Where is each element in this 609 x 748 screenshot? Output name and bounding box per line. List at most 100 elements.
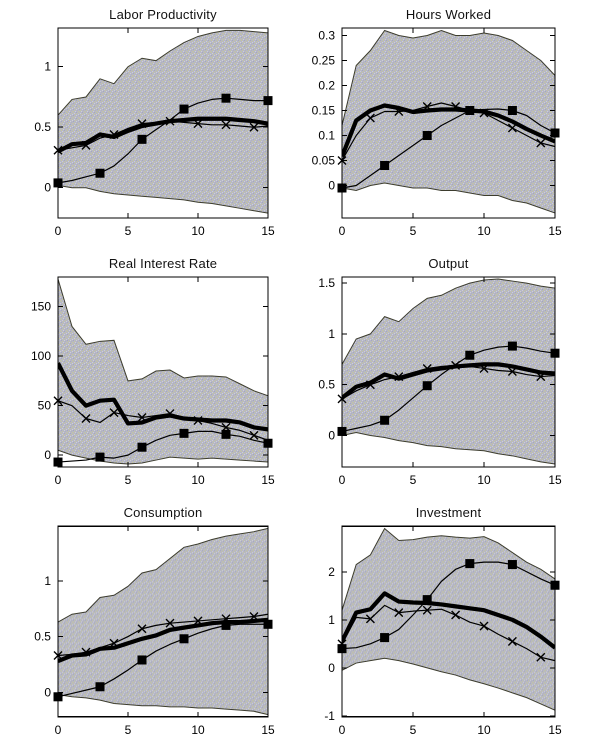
subplot-hours-worked: Hours Worked 0 5 10 15 0 0.05 0.1 0.15 0.2 0.25 0.… <box>304 0 609 249</box>
chart-title: Real Interest Rate <box>108 256 218 271</box>
x-marker <box>365 614 375 624</box>
x-marker <box>536 652 546 662</box>
x-marker <box>394 608 404 618</box>
x-tick-label: 10 <box>477 473 491 487</box>
axis-box <box>341 525 556 718</box>
x-marker <box>193 415 203 425</box>
y-tick-label: 0.3 <box>318 29 335 43</box>
square-marker <box>221 429 231 439</box>
y-tick-label: 1.5 <box>318 276 335 290</box>
square-marker <box>380 415 390 425</box>
confidence-band <box>58 527 268 716</box>
confidence-band <box>58 278 268 465</box>
square-marker <box>465 106 475 115</box>
x-marker <box>394 107 404 116</box>
x-marker <box>249 122 259 132</box>
confidence-band <box>342 527 555 711</box>
x-marker-series-line <box>342 604 555 662</box>
axis-box <box>341 276 556 468</box>
x-marker <box>479 363 489 373</box>
y-tick-label: 0.05 <box>312 154 336 168</box>
chart-title: Output <box>428 256 469 271</box>
median-line <box>58 362 268 432</box>
x-marker <box>137 119 147 129</box>
square-marker <box>179 104 189 114</box>
x-tick-label: 5 <box>410 723 417 737</box>
subplot-consumption: Consumption 0 5 10 15 0 0.5 1 <box>0 498 304 748</box>
x-marker <box>165 116 175 126</box>
x-tick-label: 10 <box>191 723 205 737</box>
x-marker <box>507 636 517 646</box>
square-marker <box>507 106 517 115</box>
x-tick-label: 0 <box>339 224 346 238</box>
median-line <box>342 103 555 158</box>
x-marker <box>507 123 517 133</box>
square-marker-series-line <box>342 561 555 650</box>
y-tick-label: 0.15 <box>312 104 336 118</box>
square-marker <box>95 452 105 462</box>
x-marker <box>81 140 91 150</box>
axis-box <box>341 27 556 219</box>
x-tick-label: 0 <box>55 723 62 737</box>
x-marker <box>137 624 147 634</box>
chart-title: Consumption <box>123 505 203 520</box>
x-marker <box>536 138 546 148</box>
x-tick-label: 5 <box>410 224 417 238</box>
square-marker <box>422 381 432 391</box>
x-tick-label: 5 <box>125 723 132 737</box>
x-tick-label: 10 <box>477 723 491 737</box>
square-marker <box>465 350 475 360</box>
x-marker <box>536 372 546 382</box>
x-marker <box>451 610 461 620</box>
square-marker <box>137 442 147 452</box>
y-tick-label: 50 <box>38 399 52 413</box>
y-tick-label: 0 <box>44 448 51 462</box>
y-tick-label: 0.5 <box>318 378 335 392</box>
y-tick-label: 100 <box>31 349 51 363</box>
axis-box <box>57 525 269 718</box>
median-line <box>342 591 555 650</box>
chart-output: 0 5 10 15 0 0.5 1 1.5 <box>318 276 562 487</box>
x-tick-label: 0 <box>339 723 346 737</box>
y-tick-label: 0 <box>328 661 335 675</box>
chart-hours-worked: 0 5 10 15 0 0.05 0.1 0.15 0.2 0.25 0.3 <box>312 27 562 238</box>
square-marker <box>221 620 231 630</box>
subplot-investment: Investment 0 5 10 15 -1 0 1 2 <box>304 498 609 748</box>
chart-title: Labor Productivity <box>109 7 217 22</box>
square-marker <box>95 682 105 692</box>
median-line <box>58 617 268 664</box>
x-marker-series-line <box>342 102 555 161</box>
square-marker-series-line <box>58 430 268 463</box>
square-marker <box>422 131 432 140</box>
y-tick-label: 0 <box>328 179 335 193</box>
x-marker <box>479 621 489 631</box>
x-tick-label: 5 <box>125 224 132 238</box>
chart-title: Hours Worked <box>405 7 492 22</box>
y-tick-label: 0.2 <box>318 79 335 93</box>
square-marker <box>137 134 147 144</box>
x-tick-label: 15 <box>548 224 562 238</box>
y-tick-label: 2 <box>328 565 335 579</box>
x-marker <box>422 363 432 373</box>
chart-labor-productivity: 0 5 10 15 0 0.5 1 <box>34 27 275 238</box>
subplot-real-interest-rate: Real Interest Rate 0 5 10 15 0 50 100 150 <box>0 249 304 498</box>
square-marker <box>422 595 432 605</box>
x-tick-label: 10 <box>191 224 205 238</box>
x-tick-label: 5 <box>125 473 132 487</box>
square-marker <box>465 559 475 569</box>
x-marker <box>365 380 375 390</box>
x-tick-label: 0 <box>339 473 346 487</box>
square-marker <box>95 168 105 178</box>
x-marker <box>507 366 517 376</box>
x-marker <box>249 430 259 440</box>
square-marker <box>507 341 517 351</box>
x-marker <box>365 113 375 123</box>
x-tick-label: 5 <box>410 473 417 487</box>
median-line <box>58 116 268 154</box>
square-marker <box>380 633 390 643</box>
x-tick-label: 15 <box>548 473 562 487</box>
axis-box <box>57 276 269 468</box>
y-tick-label: -1 <box>324 709 335 723</box>
